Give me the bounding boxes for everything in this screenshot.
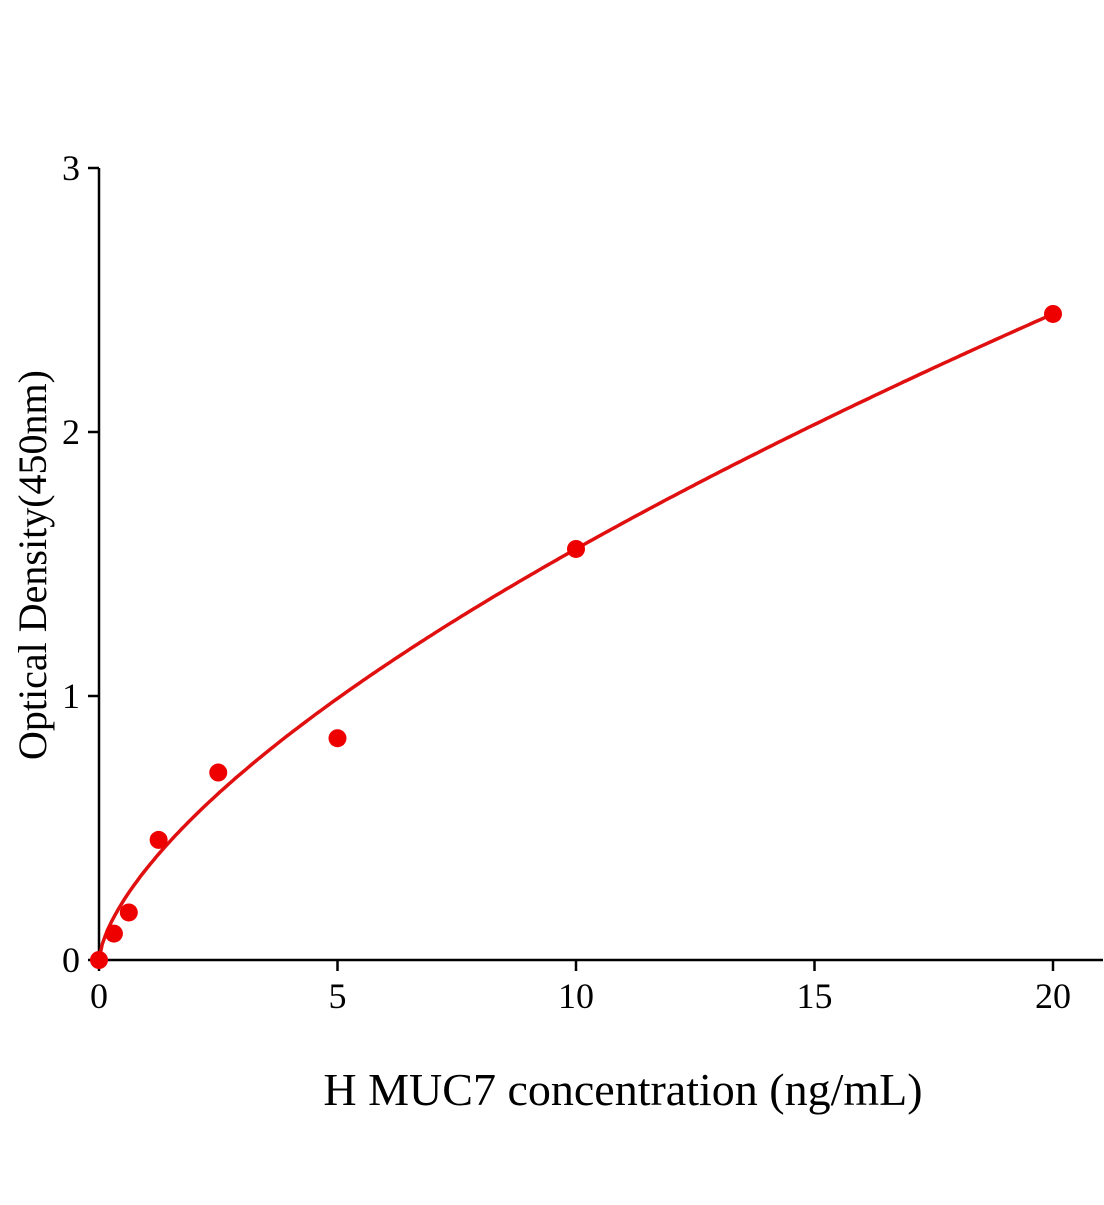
data-point bbox=[149, 830, 168, 849]
data-point bbox=[119, 903, 138, 922]
x-tick-label: 15 bbox=[797, 976, 833, 1016]
data-point bbox=[104, 924, 123, 943]
x-axis-label: H MUC7 concentration (ng/mL) bbox=[323, 1064, 922, 1115]
data-point bbox=[90, 951, 108, 969]
data-points bbox=[90, 304, 1062, 969]
axes: 0 5 10 15 20 0 1 2 3 bbox=[62, 148, 1103, 1016]
y-tick-label: 3 bbox=[62, 148, 80, 188]
data-point bbox=[567, 539, 585, 558]
data-point bbox=[1044, 304, 1062, 323]
x-tick-label: 10 bbox=[558, 976, 594, 1016]
y-tick-label: 1 bbox=[62, 676, 80, 716]
x-tick-label: 0 bbox=[90, 976, 108, 1016]
data-point bbox=[209, 763, 228, 782]
fit-curve-group bbox=[97, 312, 1054, 961]
y-tick-label: 2 bbox=[62, 412, 80, 452]
fit-curve bbox=[97, 312, 1054, 961]
y-axis-label: Optical Density(450nm) bbox=[10, 370, 55, 760]
x-tick-label: 5 bbox=[329, 976, 347, 1016]
data-point bbox=[328, 729, 347, 748]
y-tick-label: 0 bbox=[62, 940, 80, 980]
x-tick-label: 20 bbox=[1035, 976, 1071, 1016]
